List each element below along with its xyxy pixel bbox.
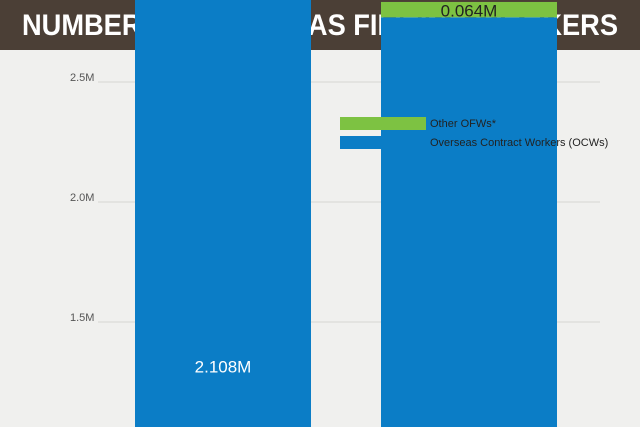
legend-swatch bbox=[340, 117, 426, 130]
value-label: 0.064M bbox=[441, 1, 498, 20]
legend-swatch bbox=[340, 136, 426, 149]
y-tick-label: 1.5M bbox=[70, 312, 94, 324]
y-tick-label: 2.0M bbox=[70, 192, 94, 204]
value-label: 2.108M bbox=[195, 357, 252, 376]
bar-segment bbox=[381, 1, 557, 18]
bar-segment bbox=[381, 17, 557, 427]
y-tick-label: 2.5M bbox=[70, 72, 94, 84]
bar-segment bbox=[135, 0, 311, 427]
legend-label: Other OFWs* bbox=[430, 118, 497, 130]
legend-label: Overseas Contract Workers (OCWs) bbox=[430, 137, 608, 149]
